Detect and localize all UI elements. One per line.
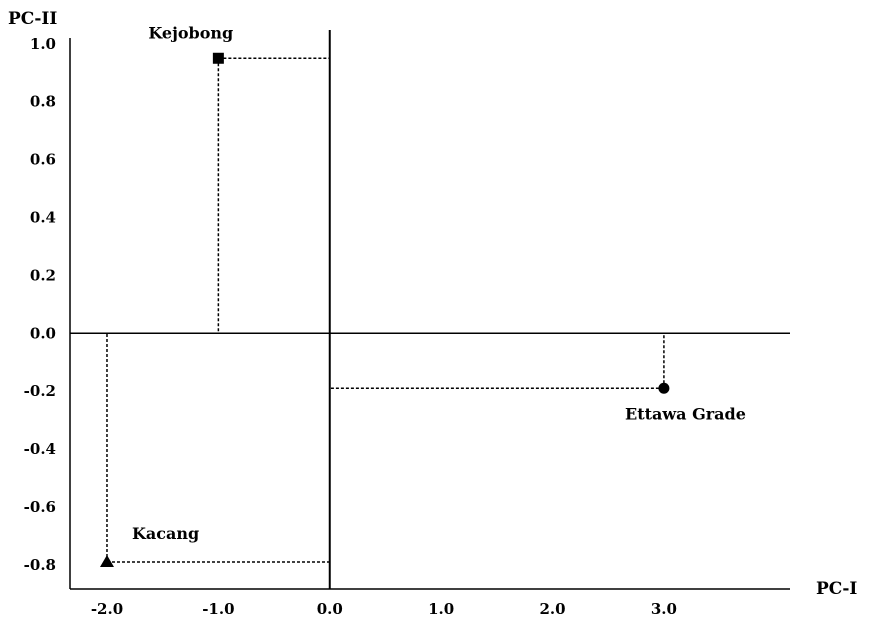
y-tick-label: -0.8 (24, 556, 56, 574)
guide-lines (106, 57, 665, 563)
tick-labels: -2.0 -1.0 0.0 1.0 2.0 3.0 1.0 0.8 0.6 0.4 0.2 0.0 -0… (24, 35, 677, 618)
x-axis-title: PC-I (816, 579, 857, 599)
y-tick-label: 1.0 (30, 35, 56, 53)
y-tick-label: 0.6 (30, 151, 56, 169)
y-tick-label: -0.2 (24, 382, 56, 400)
x-tick-label: 3.0 (651, 600, 677, 618)
y-tick-label: 0.2 (30, 266, 56, 284)
y-tick-label: -0.4 (24, 440, 56, 458)
y-tick-label: 0.4 (30, 208, 56, 226)
point-labels: Kejobong Ettawa Grade Kacang (132, 23, 746, 543)
point-triangle (99, 554, 114, 567)
x-tick-label: -2.0 (91, 600, 123, 618)
x-tick-label: 1.0 (428, 600, 454, 618)
y-axis-title: PC-II (8, 9, 57, 29)
x-tick-label: 0.0 (317, 600, 343, 618)
x-tick-label: 2.0 (539, 600, 565, 618)
point-label: Kejobong (148, 23, 233, 42)
y-tick-label: -0.6 (24, 498, 56, 516)
y-tick-label: 0.8 (30, 93, 56, 111)
data-points (99, 52, 670, 567)
point-circle (658, 382, 670, 394)
x-tick-label: -1.0 (202, 600, 234, 618)
point-label: Kacang (132, 524, 199, 543)
y-tick-label: 0.0 (30, 324, 56, 342)
axes (69, 30, 790, 590)
point-label: Ettawa Grade (625, 404, 746, 423)
point-square (212, 52, 224, 64)
